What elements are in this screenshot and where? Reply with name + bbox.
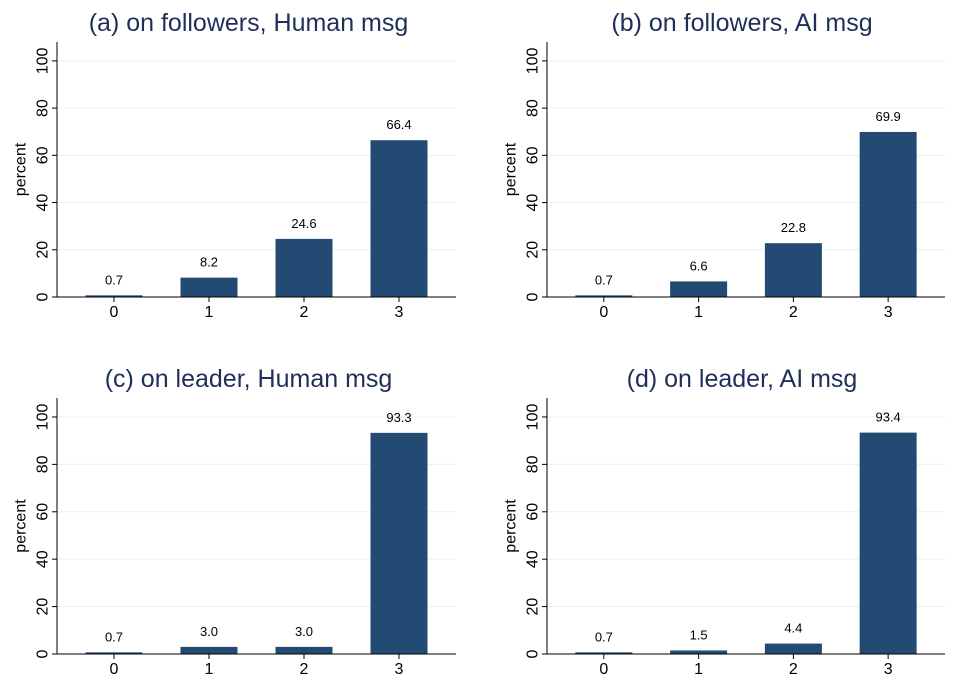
data-label: 0.7 (595, 272, 613, 287)
data-label: 3.0 (295, 624, 313, 639)
bar-0 (85, 652, 143, 654)
y-tick-label: 60 (525, 146, 542, 164)
bar-2 (764, 243, 822, 297)
y-tick-label: 100 (35, 47, 52, 74)
x-tick-label: 1 (205, 304, 214, 321)
data-label: 93.3 (386, 410, 411, 425)
y-axis-title: percent (503, 142, 520, 196)
y-tick-label: 100 (525, 404, 542, 431)
y-tick-label: 80 (525, 99, 542, 117)
data-label: 22.8 (781, 220, 806, 235)
x-tick-label: 3 (395, 661, 404, 678)
y-tick-label: 40 (525, 194, 542, 212)
y-axis-title: percent (13, 142, 30, 196)
x-tick-label: 0 (599, 661, 608, 678)
y-tick-label: 0 (525, 649, 542, 658)
y-tick-label: 80 (35, 99, 52, 117)
chart-panel-b: 0 20 40 60 80 100 0 1 2 3 0.7 6.6 22.8 69.9 percent (b)… (503, 9, 945, 321)
data-label: 66.4 (386, 117, 411, 132)
y-tick-label: 60 (35, 503, 52, 521)
x-tick-label: 2 (789, 304, 798, 321)
x-tick-label: 1 (694, 304, 703, 321)
data-label: 69.9 (875, 109, 900, 124)
bar-0 (575, 295, 633, 297)
x-tick-label: 0 (110, 304, 119, 321)
bar-1 (180, 277, 238, 297)
data-label: 1.5 (690, 627, 708, 642)
x-tick-label: 3 (395, 304, 404, 321)
bar-0 (575, 652, 633, 654)
y-tick-label: 40 (525, 550, 542, 568)
data-label: 24.6 (291, 216, 316, 231)
x-tick-label: 2 (789, 661, 798, 678)
y-tick-label: 20 (35, 241, 52, 259)
y-tick-label: 0 (35, 649, 52, 658)
data-label: 0.7 (105, 272, 123, 287)
data-label: 8.2 (200, 255, 218, 270)
data-label: 6.6 (690, 258, 708, 273)
y-tick-label: 80 (35, 455, 52, 473)
chart-title: (a) on followers, Human msg (89, 9, 409, 37)
chart-title: (d) on leader, AI msg (627, 365, 858, 393)
y-tick-label: 100 (525, 47, 542, 74)
chart-panel-c: 0 20 40 60 80 100 0 1 2 3 0.7 3.0 3.0 93.3 percent (c) … (13, 365, 456, 678)
data-label: 0.7 (595, 629, 613, 644)
data-label: 4.4 (784, 621, 802, 636)
y-tick-label: 20 (525, 598, 542, 616)
y-tick-label: 40 (35, 550, 52, 568)
y-tick-label: 0 (35, 292, 52, 301)
x-tick-label: 0 (599, 304, 608, 321)
bar-0 (85, 295, 143, 297)
chart-title: (b) on followers, AI msg (611, 9, 872, 37)
x-tick-label: 1 (694, 661, 703, 678)
y-tick-label: 20 (525, 241, 542, 259)
y-axis-title: percent (503, 499, 520, 553)
y-tick-label: 40 (35, 194, 52, 212)
y-tick-label: 20 (35, 598, 52, 616)
chart-panel-a: 0 20 40 60 80 100 0 1 2 3 0.7 8.2 24.6 66.4 percent (a)… (13, 9, 456, 321)
data-label: 0.7 (105, 629, 123, 644)
y-tick-label: 0 (525, 292, 542, 301)
bar-3 (859, 432, 917, 654)
data-label: 93.4 (875, 410, 900, 425)
bar-3 (859, 131, 917, 297)
x-tick-label: 3 (884, 661, 893, 678)
x-tick-label: 0 (110, 661, 119, 678)
y-tick-label: 60 (35, 146, 52, 164)
bar-2 (275, 646, 333, 654)
x-tick-label: 3 (884, 304, 893, 321)
bar-3 (370, 432, 428, 654)
x-tick-label: 2 (300, 661, 309, 678)
x-tick-label: 1 (205, 661, 214, 678)
bar-3 (370, 140, 428, 297)
y-tick-label: 80 (525, 455, 542, 473)
y-tick-label: 60 (525, 503, 542, 521)
data-label: 3.0 (200, 624, 218, 639)
y-axis-title: percent (13, 499, 30, 553)
x-tick-label: 2 (300, 304, 309, 321)
bar-1 (180, 646, 238, 654)
bar-2 (764, 643, 822, 654)
bar-1 (670, 281, 728, 297)
bar-1 (670, 650, 728, 654)
chart-title: (c) on leader, Human msg (105, 365, 393, 393)
chart-panel-d: 0 20 40 60 80 100 0 1 2 3 0.7 1.5 4.4 93.4 percent (d) … (503, 365, 945, 678)
bar-2 (275, 238, 333, 297)
y-tick-label: 100 (35, 404, 52, 431)
